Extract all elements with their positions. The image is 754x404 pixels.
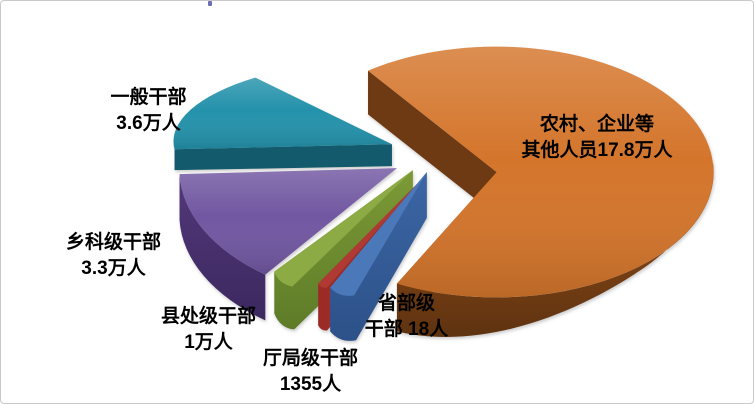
pie-slice-township-cadres <box>179 168 397 321</box>
slice-rural-others-inner-wall <box>368 70 497 216</box>
label-provincial-cadres-line1: 省部级 <box>377 293 435 314</box>
slice-provincial-cadres-side <box>330 172 427 341</box>
slice-rural-others-top-shade <box>368 46 714 298</box>
slice-county-cadres-side <box>274 170 413 330</box>
artifact-dot <box>208 1 212 6</box>
label-county-cadres-line2: 1万人 <box>184 332 233 353</box>
pie-slice-rural-others <box>368 46 714 337</box>
slice-general-cadres-side <box>174 144 392 171</box>
label-rural-others: 农村、企业等 其他人员17.8万人 <box>487 112 707 164</box>
slice-township-cadres-top-shade <box>179 168 397 275</box>
label-general-cadres-line1: 一般干部 <box>110 87 187 108</box>
label-county-cadres: 县处级干部 1万人 <box>126 304 291 356</box>
pie-slice-county-cadres <box>274 170 413 330</box>
label-provincial-cadres: 省部级 干部 18人 <box>344 291 469 343</box>
pie-slice-provincial-cadres <box>330 172 427 341</box>
slice-general-cadres-top-shade <box>173 77 392 150</box>
label-rural-others-line2: 其他人员17.8万人 <box>521 140 673 161</box>
label-provincial-cadres-line2: 干部 18人 <box>364 319 449 340</box>
label-township-cadres-line2: 3.3万人 <box>81 258 146 279</box>
slice-county-cadres-top <box>274 170 413 287</box>
label-bureau-cadres-line2: 1355人 <box>279 374 342 395</box>
label-township-cadres-line1: 乡科级干部 <box>65 232 161 253</box>
slice-township-cadres-side <box>179 174 266 321</box>
slice-provincial-cadres-top <box>330 172 427 296</box>
pie-slice-general-cadres <box>173 77 392 171</box>
label-bureau-cadres: 厅局级干部 1355人 <box>228 346 393 398</box>
label-bureau-cadres-line1: 厅局级干部 <box>262 348 358 369</box>
label-rural-others-line1: 农村、企业等 <box>539 114 654 135</box>
label-township-cadres: 乡科级干部 3.3万人 <box>31 230 196 282</box>
slice-bureau-cadres-top <box>318 180 421 288</box>
label-general-cadres-line2: 3.6万人 <box>116 113 181 134</box>
label-general-cadres: 一般干部 3.6万人 <box>76 85 221 137</box>
label-county-cadres-line1: 县处级干部 <box>160 306 256 327</box>
slice-rural-others-side <box>396 163 714 337</box>
